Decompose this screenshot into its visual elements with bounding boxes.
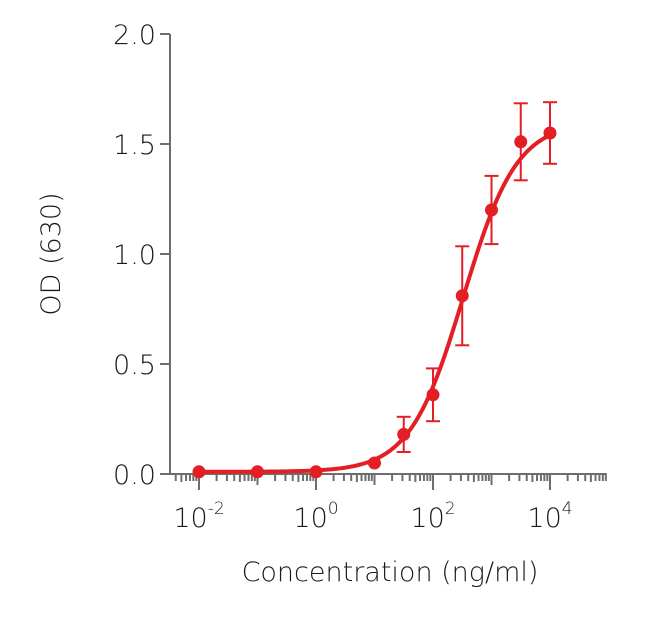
data-point xyxy=(309,465,323,479)
y-axis-title: OD (630) xyxy=(36,192,67,315)
x-tick-label: 100 xyxy=(293,499,338,534)
y-tick-label: 2.0 xyxy=(113,20,156,51)
point-marker xyxy=(455,289,469,303)
data-point xyxy=(368,456,381,470)
y-tick-label: 0.5 xyxy=(113,350,156,381)
point-marker xyxy=(514,135,528,149)
point-marker xyxy=(251,465,264,479)
point-marker xyxy=(192,465,206,479)
data-point xyxy=(543,101,557,165)
data-point xyxy=(192,465,206,479)
data-point xyxy=(426,367,440,423)
data-points xyxy=(192,101,557,479)
point-marker xyxy=(426,388,440,402)
data-point xyxy=(484,174,499,246)
point-marker xyxy=(368,456,381,470)
axes xyxy=(160,33,607,490)
data-point xyxy=(251,465,264,479)
y-tick-label: 0.0 xyxy=(113,460,156,491)
data-point xyxy=(455,245,470,347)
point-marker xyxy=(485,203,498,217)
axis-labels: 0.0 0.5 1.0 1.5 2.0 10-2 100 102 104 xyxy=(113,20,573,534)
x-tick-label: 10-2 xyxy=(173,499,224,534)
point-marker xyxy=(543,126,557,140)
fit-curve-line xyxy=(197,133,552,474)
y-tick-label: 1.5 xyxy=(113,130,156,161)
x-tick-label: 104 xyxy=(527,499,572,534)
point-marker xyxy=(397,427,411,441)
x-axis-title: Concentration (ng/ml) xyxy=(242,557,539,588)
data-point xyxy=(513,102,528,182)
fit-curve xyxy=(197,133,552,474)
point-marker xyxy=(309,465,323,479)
x-tick-label: 102 xyxy=(410,499,455,534)
data-point xyxy=(396,415,411,453)
y-tick-label: 1.0 xyxy=(113,240,156,271)
